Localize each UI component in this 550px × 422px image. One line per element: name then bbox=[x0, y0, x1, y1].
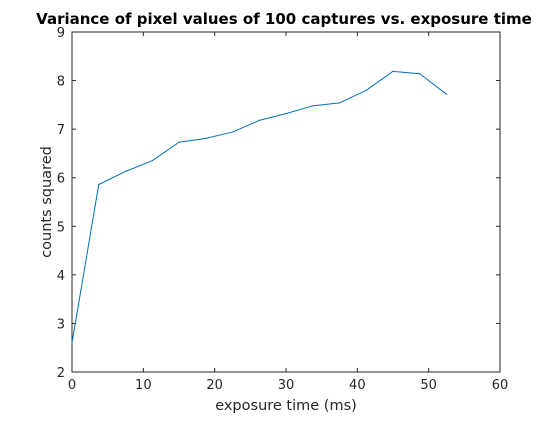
x-tick-label: 10 bbox=[135, 378, 152, 393]
x-axis-label: exposure time (ms) bbox=[215, 398, 357, 414]
y-tick-label: 7 bbox=[57, 123, 65, 138]
x-tick-label: 40 bbox=[349, 378, 366, 393]
data-point bbox=[98, 183, 100, 186]
plot-area: 0 10 20 30 40 50 60 2 3 4 5 6 7 8 9 bbox=[57, 26, 509, 393]
y-tick-label: 4 bbox=[57, 269, 65, 284]
data-point bbox=[445, 93, 448, 95]
x-axis-ticks: 0 10 20 30 40 50 60 bbox=[68, 32, 508, 393]
data-point bbox=[312, 105, 314, 107]
x-tick-label: 60 bbox=[492, 378, 509, 393]
data-point bbox=[365, 89, 367, 91]
data-point bbox=[205, 137, 207, 139]
y-tick-label: 5 bbox=[57, 220, 65, 235]
y-tick-label: 3 bbox=[57, 317, 65, 332]
y-tick-label: 8 bbox=[57, 75, 65, 90]
data-point bbox=[258, 119, 260, 121]
y-tick-label: 9 bbox=[57, 26, 65, 41]
data-point bbox=[71, 342, 73, 344]
data-point bbox=[392, 70, 394, 72]
x-tick-label: 50 bbox=[420, 378, 437, 393]
data-point bbox=[151, 160, 153, 162]
y-tick-label: 2 bbox=[57, 366, 65, 381]
x-tick-label: 20 bbox=[206, 378, 223, 393]
data-point bbox=[231, 131, 234, 133]
y-axis-label: counts squared bbox=[39, 146, 55, 258]
data-point bbox=[285, 113, 287, 115]
data-point bbox=[338, 102, 341, 104]
x-tick-label: 0 bbox=[68, 378, 76, 393]
y-tick-label: 6 bbox=[57, 172, 65, 187]
data-point bbox=[419, 73, 421, 75]
y-axis-ticks: 2 3 4 5 6 7 8 9 bbox=[57, 26, 500, 381]
series-layer bbox=[71, 70, 448, 344]
data-point bbox=[178, 141, 180, 143]
x-tick-label: 30 bbox=[278, 378, 295, 393]
chart-title: Variance of pixel values of 100 captures… bbox=[36, 10, 532, 28]
axes-box bbox=[71, 31, 501, 373]
data-point bbox=[124, 170, 127, 172]
